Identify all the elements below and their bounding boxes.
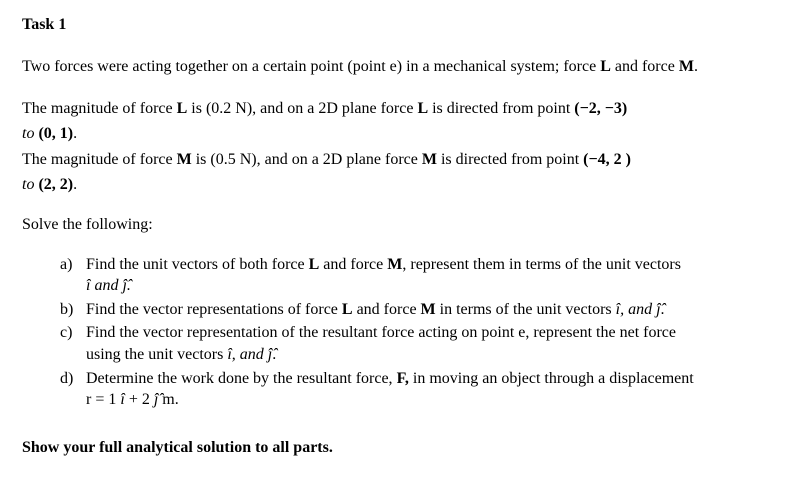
force-M: M: [679, 58, 694, 75]
text: Two forces were acting together on a cer…: [22, 58, 600, 75]
text: and force: [611, 58, 679, 75]
force-M: M: [387, 256, 402, 273]
task-title: Task 1: [22, 16, 778, 34]
text: , represent them in terms of the unit ve…: [402, 256, 681, 273]
text: is (0.2 N), and on a 2D plane force: [187, 100, 417, 117]
item-b: b) Find the vector representations of fo…: [60, 299, 778, 321]
force-M-spec: The magnitude of force M is (0.5 N), and…: [22, 149, 778, 171]
text: is (0.5 N), and on a 2D plane force: [192, 151, 422, 168]
item-marker: c): [60, 322, 86, 365]
text: Determine the work done by the resultant…: [86, 370, 397, 387]
force-L: L: [342, 301, 353, 318]
text: using the unit vectors: [86, 346, 227, 363]
force-M-spec-line2: to (2, 2).: [22, 174, 778, 196]
text: is directed from point: [428, 100, 574, 117]
text: Find the unit vectors of both force: [86, 256, 309, 273]
point: (−2, −3): [574, 100, 627, 117]
item-body: Find the vector representations of force…: [86, 299, 778, 321]
text: + 2: [125, 391, 154, 408]
question-list: a) Find the unit vectors of both force L…: [22, 254, 778, 411]
text: in moving an object through a displaceme…: [409, 370, 694, 387]
force-L: L: [417, 100, 428, 117]
intro-paragraph: Two forces were acting together on a cer…: [22, 56, 778, 78]
item-marker: a): [60, 254, 86, 297]
force-L: L: [600, 58, 611, 75]
text: m.: [158, 391, 178, 408]
text: Find the vector representation of the re…: [86, 324, 676, 341]
text: .: [694, 58, 698, 75]
show-solution: Show your full analytical solution to al…: [22, 439, 778, 457]
force-F: F,: [397, 370, 409, 387]
item-marker: b): [60, 299, 86, 321]
text: and force: [319, 256, 387, 273]
text: r = 1: [86, 391, 120, 408]
text: is directed from point: [437, 151, 583, 168]
item-d: d) Determine the work done by the result…: [60, 368, 778, 411]
text: and force: [353, 301, 421, 318]
item-marker: d): [60, 368, 86, 411]
force-M: M: [421, 301, 436, 318]
text: The magnitude of force: [22, 100, 177, 117]
point: (−4, 2 ): [583, 151, 631, 168]
to-word: to: [22, 176, 38, 193]
item-a: a) Find the unit vectors of both force L…: [60, 254, 778, 297]
force-L-spec-line2: to (0, 1).: [22, 123, 778, 145]
text: .: [661, 301, 665, 318]
unit-vectors: î, and ĵ̂: [616, 301, 661, 318]
text: in terms of the unit vectors: [436, 301, 616, 318]
text: .: [73, 176, 77, 193]
to-word: to: [22, 125, 38, 142]
item-body: Determine the work done by the resultant…: [86, 368, 778, 411]
item-body: Find the unit vectors of both force L an…: [86, 254, 778, 297]
text: .: [73, 125, 77, 142]
point: (0, 1): [38, 125, 73, 142]
text: Find the vector representations of force: [86, 301, 342, 318]
force-M: M: [422, 151, 437, 168]
solve-heading: Solve the following:: [22, 214, 778, 236]
force-L: L: [177, 100, 188, 117]
item-c: c) Find the vector representation of the…: [60, 322, 778, 365]
item-body: Find the vector representation of the re…: [86, 322, 778, 365]
text: The magnitude of force: [22, 151, 177, 168]
text: .: [272, 346, 276, 363]
unit-vectors: î, and ĵ̂: [227, 346, 272, 363]
document-page: Task 1 Two forces were acting together o…: [0, 0, 800, 473]
force-L: L: [309, 256, 320, 273]
point: (2, 2): [38, 176, 73, 193]
unit-vectors: î and ĵ̂.: [86, 275, 778, 297]
force-L-spec: The magnitude of force L is (0.2 N), and…: [22, 98, 778, 120]
force-M: M: [177, 151, 192, 168]
